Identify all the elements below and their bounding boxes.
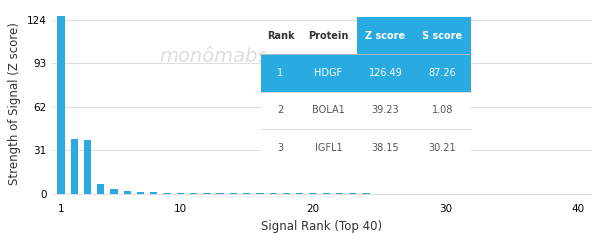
- Bar: [243, 193, 250, 194]
- Text: BOLA1: BOLA1: [312, 105, 345, 115]
- Text: S score: S score: [422, 31, 463, 40]
- Bar: [97, 184, 104, 194]
- Text: 30.21: 30.21: [428, 143, 457, 153]
- Bar: [57, 16, 65, 194]
- Bar: [203, 193, 211, 194]
- Text: IGFL1: IGFL1: [314, 143, 343, 153]
- Bar: [256, 193, 263, 194]
- Bar: [163, 193, 171, 194]
- Text: 38.15: 38.15: [371, 143, 400, 153]
- Bar: [137, 192, 144, 194]
- Bar: [84, 140, 91, 194]
- Text: Rank: Rank: [266, 31, 295, 40]
- Text: Z score: Z score: [365, 31, 406, 40]
- X-axis label: Signal Rank (Top 40): Signal Rank (Top 40): [261, 220, 382, 233]
- Bar: [150, 192, 157, 194]
- Bar: [124, 191, 131, 194]
- Bar: [71, 139, 78, 194]
- Text: monômabs: monômabs: [160, 47, 268, 66]
- Text: 87.26: 87.26: [428, 68, 457, 78]
- Bar: [230, 193, 237, 194]
- Text: 39.23: 39.23: [371, 105, 400, 115]
- Text: 1: 1: [277, 68, 284, 78]
- Bar: [217, 193, 224, 194]
- Text: HDGF: HDGF: [314, 68, 343, 78]
- Text: Protein: Protein: [308, 31, 349, 40]
- Bar: [110, 189, 118, 194]
- Text: 1.08: 1.08: [432, 105, 453, 115]
- Text: 3: 3: [277, 143, 284, 153]
- Y-axis label: Strength of Signal (Z score): Strength of Signal (Z score): [8, 22, 22, 185]
- Bar: [176, 193, 184, 194]
- Text: 126.49: 126.49: [368, 68, 403, 78]
- Text: 2: 2: [277, 105, 284, 115]
- Bar: [269, 193, 277, 194]
- Bar: [190, 193, 197, 194]
